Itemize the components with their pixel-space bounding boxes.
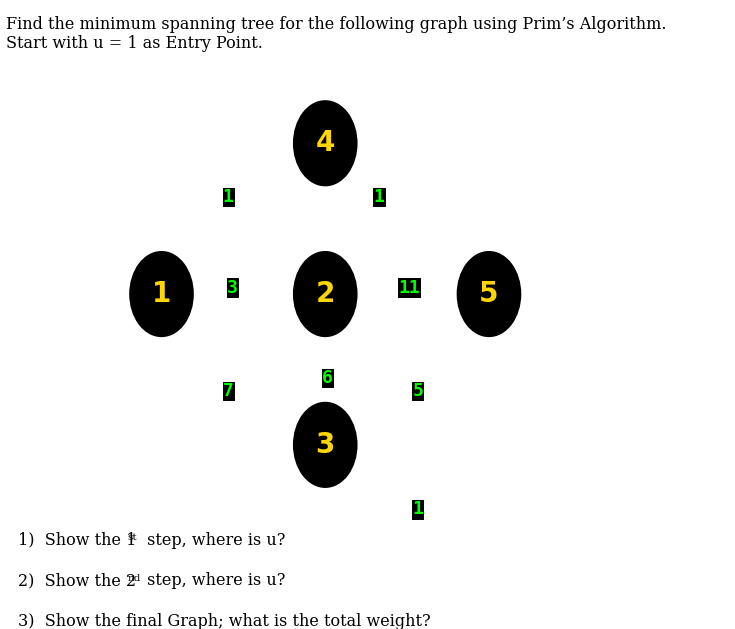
Ellipse shape bbox=[289, 398, 362, 492]
Text: 2: 2 bbox=[315, 280, 335, 308]
Text: 4: 4 bbox=[315, 129, 335, 157]
Text: 1)  Show the 1: 1) Show the 1 bbox=[18, 532, 137, 548]
Text: 7: 7 bbox=[223, 382, 234, 400]
Ellipse shape bbox=[125, 247, 198, 341]
Ellipse shape bbox=[293, 100, 357, 186]
Text: 3: 3 bbox=[315, 431, 335, 459]
Ellipse shape bbox=[293, 251, 357, 337]
Text: Start with u = 1 as Entry Point.: Start with u = 1 as Entry Point. bbox=[6, 35, 262, 52]
Text: 1: 1 bbox=[373, 188, 384, 206]
Text: step, where is u?: step, where is u? bbox=[142, 572, 285, 589]
Text: st: st bbox=[127, 533, 137, 542]
Ellipse shape bbox=[289, 247, 362, 341]
Text: 11: 11 bbox=[398, 279, 420, 297]
Ellipse shape bbox=[129, 251, 194, 337]
Text: 3: 3 bbox=[227, 279, 238, 297]
Ellipse shape bbox=[293, 402, 357, 488]
Text: nd: nd bbox=[127, 574, 140, 583]
Text: step, where is u?: step, where is u? bbox=[142, 532, 285, 548]
Ellipse shape bbox=[453, 247, 526, 341]
Text: 3)  Show the final Graph; what is the total weight?: 3) Show the final Graph; what is the tot… bbox=[18, 613, 431, 629]
Ellipse shape bbox=[456, 251, 521, 337]
Text: 2)  Show the 2: 2) Show the 2 bbox=[18, 572, 137, 589]
Text: Find the minimum spanning tree for the following graph using Prim’s Algorithm.: Find the minimum spanning tree for the f… bbox=[6, 16, 667, 33]
Text: 6: 6 bbox=[322, 369, 333, 387]
Ellipse shape bbox=[289, 96, 362, 190]
Text: 5: 5 bbox=[412, 382, 423, 400]
Text: 5: 5 bbox=[479, 280, 499, 308]
Text: 1: 1 bbox=[152, 280, 171, 308]
Text: 1: 1 bbox=[223, 188, 234, 206]
Text: 1: 1 bbox=[412, 501, 423, 518]
